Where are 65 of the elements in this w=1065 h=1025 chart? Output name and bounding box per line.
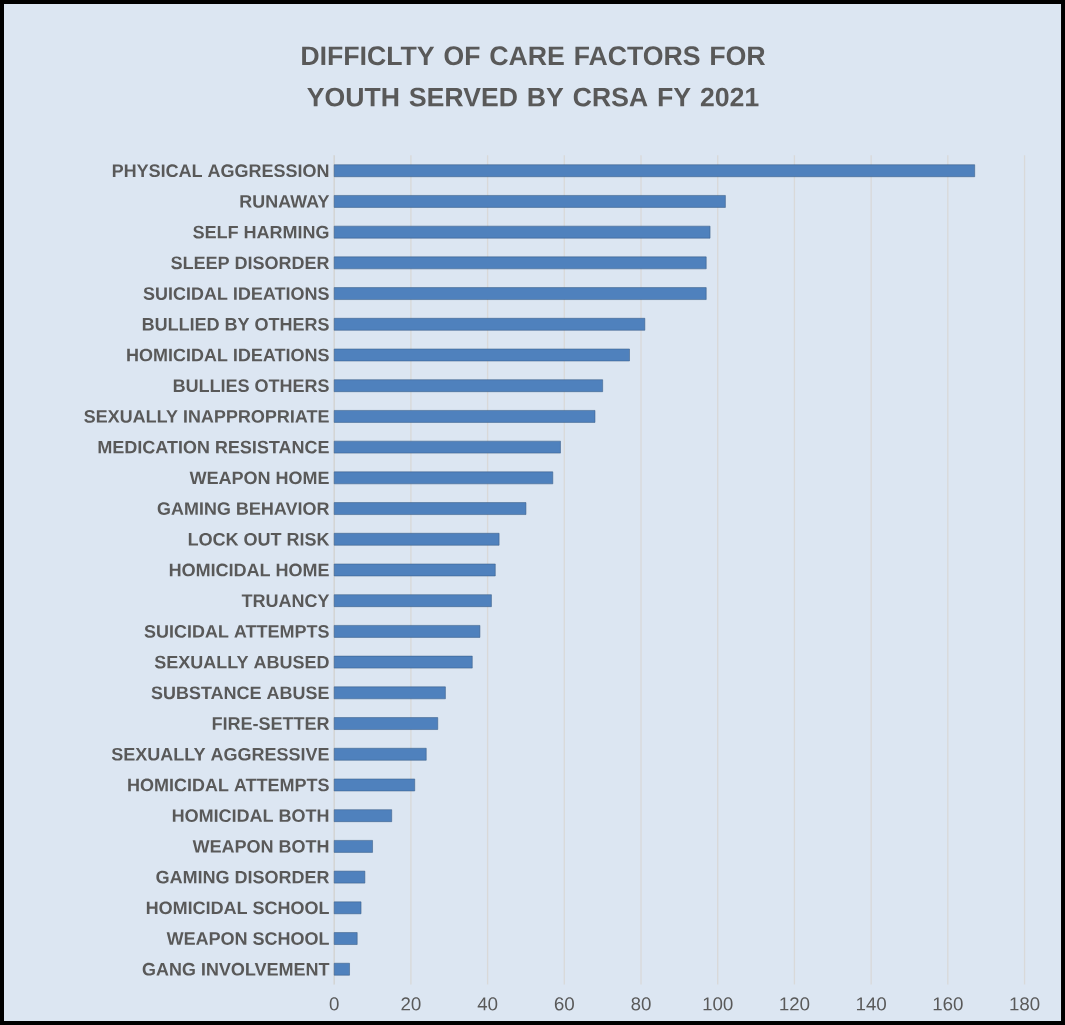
bar xyxy=(333,563,496,577)
y-tick-label: LOCK OUT RISK xyxy=(188,532,330,546)
y-tick-label: WEAPON SCHOOL xyxy=(166,932,329,945)
bar xyxy=(333,502,527,515)
y-tick-label: HOMICIDAL BOTH xyxy=(172,809,329,823)
x-tick-label: 40 xyxy=(477,997,498,1011)
bar xyxy=(333,962,350,976)
bar xyxy=(333,471,554,485)
bar xyxy=(333,256,707,270)
x-tick-label: 60 xyxy=(554,997,574,1011)
y-tick-label: SEXUALLY INAPPROPRIATE xyxy=(84,410,329,423)
bar xyxy=(333,195,726,208)
y-tick-label: MEDICATION RESISTANCE xyxy=(98,440,329,454)
bar xyxy=(333,625,481,638)
bar xyxy=(333,932,358,945)
bar xyxy=(333,655,473,669)
x-tick-label: 160 xyxy=(933,997,963,1011)
y-tick-label: SUICIDAL ATTEMPTS xyxy=(144,625,329,638)
y-tick-label: HOMICIDAL IDEATIONS xyxy=(127,348,329,362)
y-tick-label: GANG INVOLVEMENT xyxy=(142,962,330,976)
y-tick-label: GAMING BEHAVIOR xyxy=(157,502,330,515)
x-tick-label: 80 xyxy=(631,997,651,1011)
y-tick-label: SEXUALLY AGGRESSIVE xyxy=(111,747,329,761)
y-tick-label: FIRE-SETTER xyxy=(212,717,330,730)
y-tick-label: SUBSTANCE ABUSE xyxy=(151,686,329,700)
y-tick-label: SELF HARMING xyxy=(193,225,329,239)
y-tick-label: TRUANCY xyxy=(241,594,330,608)
bar xyxy=(333,594,492,607)
bar xyxy=(333,440,561,454)
bar xyxy=(333,225,711,239)
y-tick-label: HOMICIDAL SCHOOL xyxy=(146,901,329,915)
bar xyxy=(333,410,596,423)
x-tick-label: 140 xyxy=(857,997,886,1011)
bar xyxy=(333,686,446,700)
y-tick-label: BULLIED BY OTHERS xyxy=(142,317,329,331)
y-tick-label: HOMICIDAL HOME xyxy=(169,563,329,577)
bar xyxy=(333,379,603,392)
bar xyxy=(333,287,707,300)
bar xyxy=(333,348,630,362)
y-tick-label: PHYSICAL AGGRESSION xyxy=(112,164,329,178)
y-tick-label: SEXUALLY ABUSED xyxy=(154,655,329,669)
x-tick-label: 20 xyxy=(401,997,421,1011)
x-tick-label: 100 xyxy=(703,997,733,1011)
bar xyxy=(333,747,427,761)
bar xyxy=(333,532,500,546)
bar xyxy=(333,901,362,915)
bar xyxy=(333,164,975,177)
y-tick-label: BULLIES OTHERS xyxy=(173,379,329,393)
y-tick-label: HOMICIDAL ATTEMPTS xyxy=(128,778,329,792)
bar xyxy=(333,318,646,331)
bar xyxy=(333,870,366,884)
x-tick-label: 120 xyxy=(780,997,810,1011)
y-tick-label: GAMING DISORDER xyxy=(156,870,330,884)
y-tick-label: RUNAWAY xyxy=(240,195,330,208)
y-tick-label: SUICIDAL IDEATIONS xyxy=(143,287,329,300)
y-tick-label: WEAPON BOTH xyxy=(192,840,329,853)
x-tick-label: 180 xyxy=(1010,997,1040,1011)
bar xyxy=(333,778,415,792)
y-tick-label: WEAPON HOME xyxy=(189,471,329,485)
chart-title: DIFFICLTY OF CARE FACTORS FOR YOUTH SERVED BY CRSA FY 2021 xyxy=(302,46,766,107)
x-tick-label: 0 xyxy=(329,997,339,1011)
bar xyxy=(333,717,439,730)
bar xyxy=(333,809,392,822)
y-tick-label: SLEEP DISORDER xyxy=(171,256,330,270)
bar xyxy=(333,840,373,853)
